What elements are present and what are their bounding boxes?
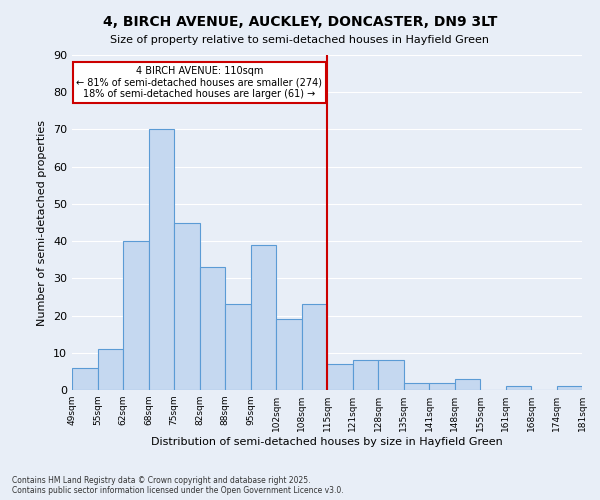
Bar: [149, 130, 174, 390]
Bar: [123, 241, 149, 390]
Bar: [302, 304, 327, 390]
Bar: [327, 364, 353, 390]
Bar: [378, 360, 404, 390]
Bar: [97, 349, 123, 390]
Text: Contains HM Land Registry data © Crown copyright and database right 2025.
Contai: Contains HM Land Registry data © Crown c…: [12, 476, 344, 495]
Bar: [353, 360, 378, 390]
X-axis label: Distribution of semi-detached houses by size in Hayfield Green: Distribution of semi-detached houses by …: [151, 437, 503, 447]
Text: Size of property relative to semi-detached houses in Hayfield Green: Size of property relative to semi-detach…: [110, 35, 490, 45]
Bar: [455, 379, 480, 390]
Bar: [251, 245, 276, 390]
Text: 4 BIRCH AVENUE: 110sqm
← 81% of semi-detached houses are smaller (274)
18% of se: 4 BIRCH AVENUE: 110sqm ← 81% of semi-det…: [77, 66, 323, 100]
Bar: [505, 386, 531, 390]
Bar: [72, 368, 97, 390]
Text: 4, BIRCH AVENUE, AUCKLEY, DONCASTER, DN9 3LT: 4, BIRCH AVENUE, AUCKLEY, DONCASTER, DN9…: [103, 15, 497, 29]
Y-axis label: Number of semi-detached properties: Number of semi-detached properties: [37, 120, 47, 326]
Bar: [199, 267, 225, 390]
Bar: [429, 382, 455, 390]
Bar: [557, 386, 582, 390]
Bar: [404, 382, 429, 390]
Bar: [276, 320, 302, 390]
Bar: [174, 222, 199, 390]
Bar: [225, 304, 251, 390]
